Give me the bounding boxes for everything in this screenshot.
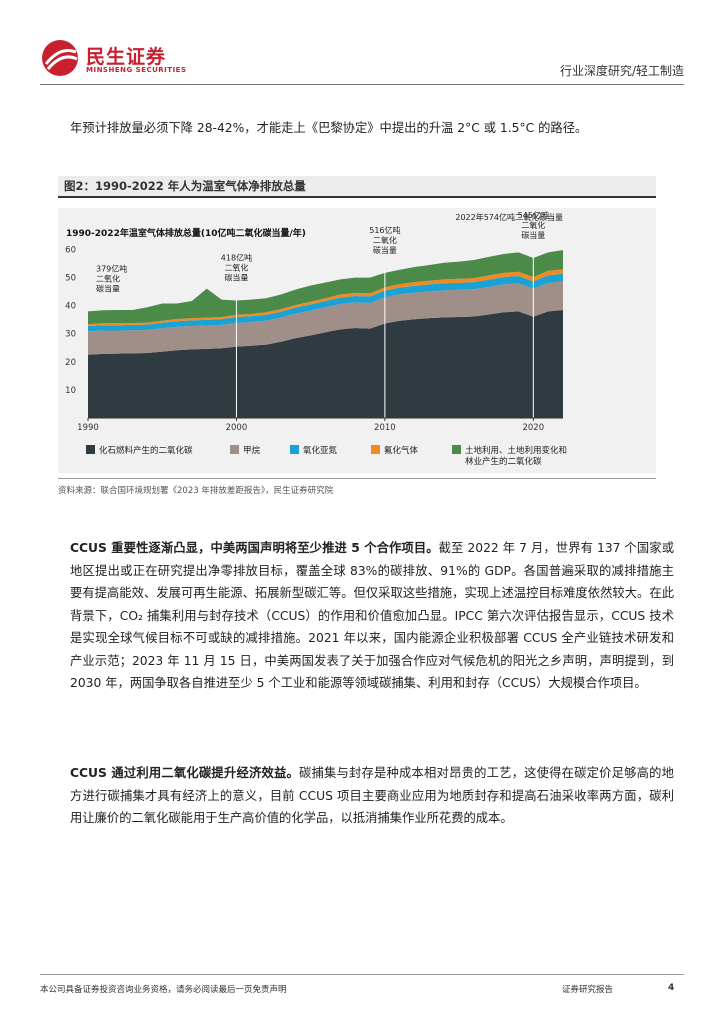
- paragraph-body: 截至 2022 年 7 月，世界有 137 个国家或地区提出或正在研究提出净零排…: [70, 541, 674, 690]
- header-divider: [40, 84, 684, 85]
- x-tick-label: 2010: [374, 423, 396, 433]
- area-series-2: [88, 273, 563, 332]
- y-tick-label: 20: [65, 358, 76, 368]
- emissions-chart: 379亿吨 二氧化 碳当量 418亿吨 二氧化 碳当量 516亿吨 二氧化 碳当量 545亿吨 二氧…: [58, 208, 656, 473]
- area-series-3: [88, 269, 563, 327]
- legend-swatch: [230, 445, 239, 454]
- legend-label: 氧化亚氮: [303, 445, 338, 456]
- page-number: 4: [668, 983, 675, 993]
- brand-name-cn: 民生证券: [86, 46, 167, 68]
- y-tick-label: 10: [65, 386, 76, 396]
- paragraph-lead: CCUS 通过利用二氧化碳提升经济效益。: [70, 766, 299, 780]
- top-note-label: 2022年574亿吨二氧化碳当量: [455, 212, 563, 222]
- annotation-label: 碳当量: [373, 245, 397, 255]
- source-divider: [58, 478, 656, 479]
- footer-report-type: 证券研究报告: [562, 985, 614, 995]
- area-series-1: [88, 281, 563, 355]
- ccus-economics-paragraph: CCUS 通过利用二氧化碳提升经济效益。碳捕集与封存是种成本相对昂贵的工艺，这使…: [70, 762, 674, 830]
- ccus-importance-paragraph: CCUS 重要性逐渐凸显，中美两国声明将至少推进 5 个合作项目。截至 2022…: [70, 537, 674, 695]
- y-tick-label: 60: [65, 245, 76, 255]
- legend-swatch: [452, 445, 461, 454]
- annotation-label: 545亿吨: [518, 210, 549, 220]
- legend-label: 化石燃料产生的二氧化碳: [99, 445, 193, 456]
- legend-swatch: [371, 445, 380, 454]
- annotation-label: 碳当量: [521, 230, 545, 240]
- brand-name-en: MINSHENG SECURITIES: [86, 66, 187, 74]
- annotation-label: 516亿吨: [369, 225, 400, 235]
- y-tick-label: 30: [65, 330, 76, 340]
- legend-label: 氟化气体: [384, 445, 419, 456]
- annotation-label: 379亿吨: [96, 263, 127, 273]
- chart-svg: 379亿吨二氧化碳当量418亿吨二氧化碳当量516亿吨二氧化碳当量545亿吨二氧…: [65, 210, 567, 467]
- page-header: 民生证券 MINSHENG SECURITIES 行业深度研究/轻工制造: [40, 38, 684, 84]
- paragraph-lead: CCUS 重要性逐渐凸显，中美两国声明将至少推进 5 个合作项目。: [70, 541, 439, 555]
- legend-label: 甲烷: [243, 445, 261, 456]
- x-tick-label: 1990: [77, 423, 99, 433]
- annotation-label: 碳当量: [224, 272, 248, 282]
- chart-title: 1990-2022年温室气体排放总量(10亿吨二氧化碳当量/年): [66, 229, 306, 239]
- annotation-label: 二氧化: [373, 235, 397, 245]
- footer-divider: [40, 974, 684, 975]
- minsheng-logo-icon: [42, 40, 78, 76]
- annotation-label: 碳当量: [96, 283, 120, 293]
- x-tick-label: 2000: [226, 423, 248, 433]
- company-logo: 民生证券 MINSHENG SECURITIES: [40, 38, 220, 80]
- annotation-label: 二氧化: [224, 262, 248, 272]
- legend-label: 土地利用、土地利用变化和: [465, 445, 567, 456]
- legend-swatch: [290, 445, 299, 454]
- annotation-label: 二氧化: [521, 220, 545, 230]
- figure-title: 图2：1990-2022 年人为温室气体净排放总量: [64, 179, 306, 193]
- figure-title-bar: 图2：1990-2022 年人为温室气体净排放总量: [58, 176, 656, 198]
- legend-swatch: [86, 445, 95, 454]
- paragraph-body: 碳捕集与封存是种成本相对昂贵的工艺，这使得在碳定价足够高的地方进行碳捕集才具有经…: [70, 766, 674, 825]
- y-tick-label: 40: [65, 302, 76, 312]
- area-series-4: [88, 250, 563, 325]
- report-section: 行业深度研究/轻工制造: [559, 64, 684, 78]
- y-tick-label: 50: [65, 273, 76, 283]
- annotation-label: 二氧化: [96, 273, 120, 283]
- x-tick-label: 2020: [522, 423, 544, 433]
- annotation-label: 418亿吨: [221, 252, 252, 262]
- legend-label: 林业产生的二氧化碳: [465, 456, 542, 467]
- footer-disclaimer: 本公司具备证券投资咨询业务资格，请务必阅读最后一页免责声明: [40, 985, 287, 995]
- area-series-0: [88, 310, 563, 418]
- intro-paragraph: 年预计排放量必须下降 28-42%，才能走上《巴黎协定》中提出的升温 2°C 或…: [70, 121, 588, 135]
- figure-source: 资料来源：联合国环境规划署《2023 年排放差距报告》，民生证券研究院: [58, 486, 334, 496]
